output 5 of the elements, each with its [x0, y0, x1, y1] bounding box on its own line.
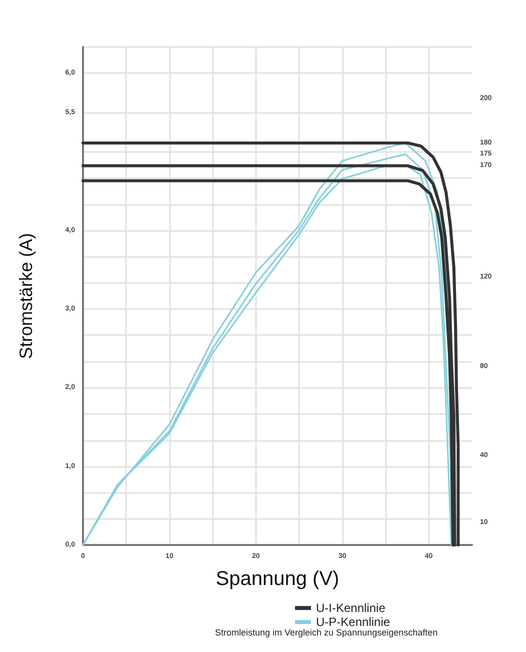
text: Stromleistung im Vergleich zu Spannungseigenschaften: [215, 628, 438, 638]
legend-label: U-I-Kennlinie: [316, 601, 386, 615]
x-axis-title: Spannung (V): [216, 568, 340, 590]
legend-label: U-P-Kennlinie: [316, 615, 390, 629]
y-axis-title: Stromstärke (A): [16, 232, 36, 360]
